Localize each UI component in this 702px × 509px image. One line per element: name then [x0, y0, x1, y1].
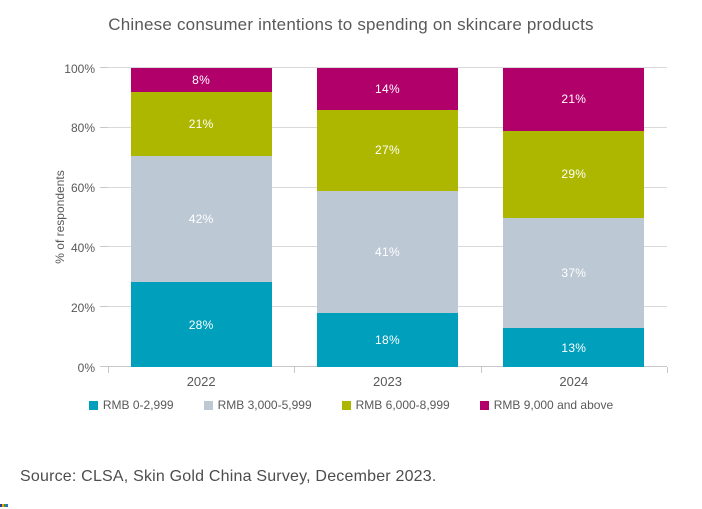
gridline-100	[108, 67, 667, 68]
legend-item-rmb-0-2-999: RMB 0-2,999	[88, 398, 174, 412]
data-label: 42%	[188, 212, 214, 227]
y-tick-label-40: 40%	[70, 240, 95, 255]
legend: RMB 0-2,999 RMB 3,000-5,999 RMB 6,000-8,99…	[0, 398, 702, 412]
legend-item-rmb-3-000-5-999: RMB 3,000-5,999	[203, 398, 312, 412]
legend-swatch-icon	[341, 400, 351, 410]
legend-swatch-icon	[479, 400, 489, 410]
bar-segment-2022-rmb-9-000-and-above: 8%	[130, 68, 272, 93]
x-category-label-2024: 2024	[559, 374, 589, 389]
x-category-label-2023: 2023	[373, 374, 402, 389]
corner-artifact-pixel-0	[0, 504, 2, 507]
x-tick-mark-0	[108, 367, 109, 373]
y-tick-label-80: 80%	[70, 121, 95, 136]
bar-2024: 13% 37% 29% 21%	[503, 68, 645, 367]
data-label: 41%	[375, 244, 400, 259]
legend-label: RMB 0-2,999	[102, 398, 174, 412]
bar-segment-2023-rmb-6-000-8-999: 27%	[317, 109, 458, 191]
x-category-label-2022: 2022	[186, 374, 216, 389]
legend-item-rmb-6-000-8-999: RMB 6,000-8,999	[341, 398, 450, 412]
bar-segment-2022-rmb-0-2-999: 28%	[130, 282, 272, 367]
x-tick-mark-3	[667, 367, 668, 373]
corner-artifact-pixel-3	[6, 504, 8, 507]
y-tick-label-60: 60%	[70, 181, 95, 196]
bar-2023: 18% 41% 27% 14%	[317, 68, 458, 367]
corner-artifact-pixel-1	[2, 504, 4, 507]
y-tick-label-100: 100%	[64, 61, 95, 76]
source-note: Source: CLSA, Skin Gold China Survey, De…	[20, 468, 437, 485]
legend-label: RMB 3,000-5,999	[217, 398, 312, 412]
y-axis-title: % of respondents	[53, 170, 67, 264]
y-tick-label-0: 0%	[77, 360, 95, 375]
bar-segment-2024-rmb-9-000-and-above: 21%	[503, 68, 645, 131]
y-tick-mark-60	[100, 186, 108, 188]
data-label: 13%	[561, 340, 587, 355]
x-tick-mark-1	[294, 367, 296, 373]
data-label: 27%	[375, 143, 400, 158]
legend-label: RMB 6,000-8,999	[355, 398, 450, 412]
data-label: 8%	[192, 73, 211, 88]
legend-item-rmb-9-000-and-above: RMB 9,000 and above	[479, 398, 614, 412]
bar-segment-2022-rmb-6-000-8-999: 21%	[130, 92, 272, 156]
data-label: 28%	[188, 317, 214, 332]
plot-area: 0% 20% 40% 60% 80% 100% 28% 42% 21% 8% 18% 41% 27% 14…	[64, 62, 668, 375]
data-label: 18%	[375, 333, 400, 348]
chart-title: Chinese consumer intentions to spending …	[108, 15, 594, 34]
data-label: 14%	[375, 81, 400, 96]
x-tick-mark-2	[480, 367, 482, 373]
bar-segment-2023-rmb-3-000-5-999: 41%	[317, 190, 458, 314]
bar-2022: 28% 42% 21% 8%	[130, 68, 272, 367]
corner-logo-artifact	[0, 504, 8, 507]
legend-swatch-icon	[203, 400, 213, 410]
bar-segment-2022-rmb-3-000-5-999: 42%	[130, 155, 272, 283]
y-tick-mark-0	[100, 366, 108, 367]
bar-segment-2024-rmb-3-000-5-999: 37%	[503, 217, 645, 329]
x-axis-labels: 2022 2023 2024	[108, 374, 667, 389]
corner-artifact-pixel-2	[4, 504, 6, 507]
bar-segment-2023-rmb-9-000-and-above: 14%	[317, 68, 458, 110]
data-label: 21%	[188, 116, 214, 131]
data-label: 29%	[561, 167, 587, 182]
legend-label: RMB 9,000 and above	[493, 398, 614, 412]
bar-segment-2024-rmb-6-000-8-999: 29%	[503, 130, 645, 218]
y-tick-mark-80	[100, 126, 108, 128]
y-tick-mark-40	[100, 246, 108, 248]
y-tick-mark-100	[100, 67, 108, 68]
data-label: 21%	[561, 92, 587, 107]
bar-segment-2023-rmb-0-2-999: 18%	[317, 313, 458, 367]
legend-swatch-icon	[88, 400, 98, 410]
data-label: 37%	[561, 265, 587, 280]
y-tick-label-20: 20%	[70, 300, 95, 315]
y-tick-mark-20	[100, 306, 108, 308]
bar-segment-2024-rmb-0-2-999: 13%	[503, 328, 645, 367]
